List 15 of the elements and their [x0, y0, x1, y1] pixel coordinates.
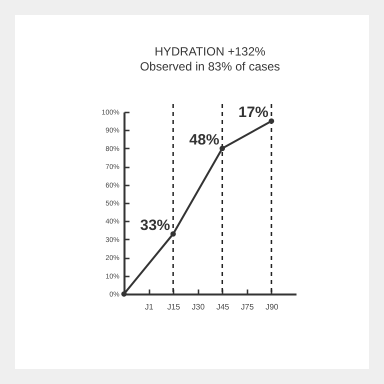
point	[121, 291, 127, 297]
annotation: 17%	[238, 104, 268, 122]
annotation: 33%	[140, 216, 170, 234]
x-tick-label: J90	[265, 302, 279, 312]
x-tick-label: J45	[216, 302, 230, 312]
annotation: 48%	[189, 131, 220, 148]
x-tick-label: J1	[144, 302, 154, 312]
chart-title: HYDRATION +132%	[154, 44, 266, 58]
point	[170, 231, 176, 237]
point	[268, 118, 274, 124]
x-tick-label: J15	[167, 302, 181, 312]
x-tick-label: J30	[192, 302, 206, 312]
x-tick-label: J75	[240, 302, 254, 312]
point	[220, 146, 226, 152]
chart-subtitle: Observed in 83% of cases	[140, 59, 280, 74]
